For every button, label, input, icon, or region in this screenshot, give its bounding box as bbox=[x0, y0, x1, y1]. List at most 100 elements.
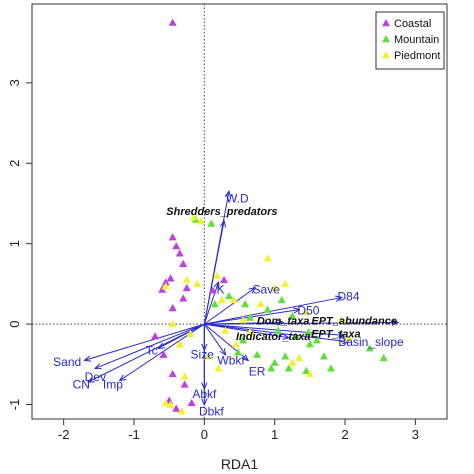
scatter-point-piedmont bbox=[229, 295, 238, 304]
scatter-point-piedmont bbox=[182, 275, 191, 284]
legend-marker bbox=[382, 51, 390, 59]
scatter-point-piedmont bbox=[161, 282, 170, 290]
vector-label: Dom_taxa bbox=[257, 316, 310, 328]
y-tick-label: 0 bbox=[7, 320, 22, 327]
y-tick-label: 1 bbox=[7, 240, 22, 247]
scatter-point-piedmont bbox=[288, 358, 297, 366]
vector-label: Imp bbox=[103, 377, 123, 391]
biplot-vector-arrow bbox=[88, 323, 205, 382]
scatter-point-coastal bbox=[182, 283, 191, 292]
scatter-point-mountain bbox=[365, 344, 374, 352]
vector-label: Dbkf bbox=[199, 405, 224, 419]
scatter-point-piedmont bbox=[186, 329, 195, 337]
plot-frame bbox=[31, 3, 448, 420]
biplot-vector-arrow bbox=[95, 323, 205, 368]
scatter-point-coastal bbox=[168, 369, 177, 378]
legend: Coastal Mountain Piedmont bbox=[375, 11, 445, 70]
biplot-vector-arrow bbox=[204, 298, 341, 325]
biplot-vector-arrow bbox=[204, 323, 343, 335]
vector-label: Save bbox=[253, 282, 281, 296]
x-axis-title: RDA1 bbox=[221, 456, 259, 472]
scatter-point-piedmont bbox=[193, 279, 202, 288]
legend-label: Piedmont bbox=[394, 50, 440, 62]
vector-label: K bbox=[217, 282, 225, 296]
scatter-point-piedmont bbox=[217, 295, 226, 304]
scatter-point-coastal bbox=[159, 350, 168, 358]
scatter-point-mountain bbox=[274, 326, 283, 334]
legend-marker bbox=[382, 35, 390, 43]
scatter-point-piedmont bbox=[203, 352, 212, 360]
scatter-point-coastal bbox=[187, 398, 196, 407]
scatter-point-piedmont bbox=[221, 326, 230, 334]
scatter-point-mountain bbox=[224, 291, 233, 300]
vector-label: Basin_slope bbox=[338, 335, 404, 349]
scatter-point-piedmont bbox=[337, 316, 346, 324]
scatter-point-mountain bbox=[319, 352, 328, 360]
scatter-point-mountain bbox=[263, 305, 272, 313]
scatter-point-mountain bbox=[270, 358, 279, 366]
biplot-vector-arrow bbox=[204, 288, 255, 325]
y-tick-label: -1 bbox=[7, 399, 22, 411]
scatter-point-piedmont bbox=[175, 340, 184, 348]
scatter-point-mountain bbox=[246, 313, 255, 321]
scatter-point-mountain bbox=[207, 219, 216, 227]
scatter-point-piedmont bbox=[295, 353, 304, 362]
vector-label: Indicator_taxa bbox=[236, 331, 311, 343]
scatter-point-piedmont bbox=[168, 320, 177, 328]
scatter-point-piedmont bbox=[196, 217, 205, 225]
scatter-point-piedmont bbox=[281, 279, 290, 288]
scatter-point-coastal bbox=[179, 259, 188, 267]
scatter-point-piedmont bbox=[214, 364, 223, 372]
vector-label: Size bbox=[191, 348, 215, 362]
vector-label: Wbkf bbox=[217, 353, 245, 367]
biplot-vector-arrow bbox=[204, 323, 288, 338]
scatter-point-mountain bbox=[326, 364, 335, 372]
scatter-point-piedmont bbox=[189, 213, 198, 221]
scatter-point-piedmont bbox=[344, 334, 353, 342]
legend-marker bbox=[382, 19, 390, 27]
scatter-point-coastal bbox=[220, 275, 229, 284]
scatter-point-coastal bbox=[172, 404, 181, 412]
scatter-point-mountain bbox=[267, 364, 276, 372]
scatter-point-coastal bbox=[172, 242, 181, 250]
scatter-point-mountain bbox=[241, 299, 250, 308]
y-tick-label: 2 bbox=[7, 160, 22, 167]
vector-label: W.D bbox=[226, 192, 249, 206]
scatter-point-mountain bbox=[304, 328, 313, 336]
scatter-point-coastal bbox=[151, 332, 160, 340]
scatter-point-mountain bbox=[239, 336, 248, 344]
y-tick-label: 3 bbox=[7, 79, 22, 86]
scatter-point-coastal bbox=[161, 278, 170, 286]
scatter-point-coastal bbox=[180, 380, 189, 388]
scatter-point-coastal bbox=[168, 304, 177, 312]
scatter-point-piedmont bbox=[166, 400, 175, 408]
vector-label: CN bbox=[73, 377, 90, 391]
scatter-point-mountain bbox=[379, 353, 388, 362]
scatter-point-mountain bbox=[234, 348, 243, 356]
biplot-vector-arrow bbox=[203, 282, 218, 325]
scatter-point-mountain bbox=[253, 350, 262, 358]
scatter-point-coastal bbox=[168, 18, 177, 26]
scatter-point-mountain bbox=[281, 352, 290, 360]
biplot-vector-arrow bbox=[85, 323, 205, 360]
vector-label: Dev bbox=[85, 370, 106, 384]
x-tick-label: 3 bbox=[412, 427, 419, 442]
scatter-point-mountain bbox=[305, 340, 314, 348]
scatter-point-piedmont bbox=[246, 328, 255, 336]
biplot-vector-arrow bbox=[204, 322, 397, 324]
scatter-point-mountain bbox=[284, 364, 293, 372]
scatter-point-piedmont bbox=[263, 254, 272, 262]
x-tick-label: 0 bbox=[201, 427, 208, 442]
scatter-point-coastal bbox=[179, 294, 188, 302]
scatter-point-piedmont bbox=[180, 372, 189, 380]
vector-label: Shredders_predators bbox=[166, 206, 277, 218]
scatter-point-piedmont bbox=[212, 271, 221, 280]
scatter-point-mountain bbox=[277, 295, 286, 304]
scatter-point-piedmont bbox=[239, 316, 248, 324]
legend-label: Mountain bbox=[394, 34, 439, 46]
biplot-vector-arrow bbox=[203, 323, 225, 355]
x-tick-label: -2 bbox=[58, 427, 70, 442]
scatter-point-mountain bbox=[312, 336, 321, 344]
scatter-point-piedmont bbox=[302, 308, 311, 316]
